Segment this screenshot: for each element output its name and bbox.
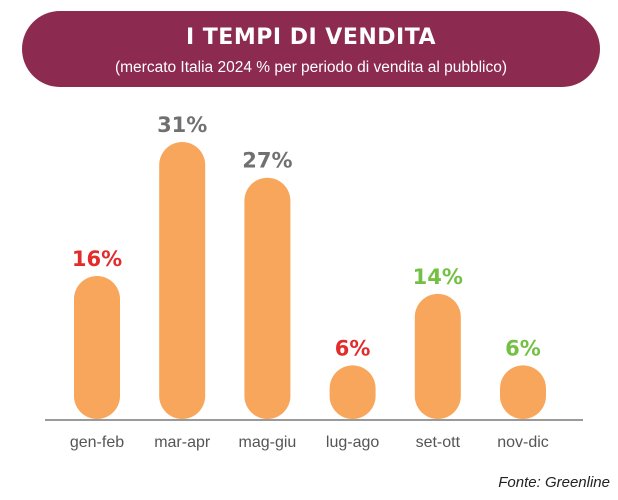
bar-lug-ago (329, 365, 376, 419)
value-label-nov-dic: 6% (505, 336, 541, 360)
header-banner: I TEMPI DI VENDITA (mercato Italia 2024 … (22, 11, 600, 87)
bar-mag-giu (244, 177, 291, 419)
value-label-gen-feb: 16% (72, 247, 122, 271)
category-label-set-ott: set-ott (416, 434, 461, 451)
value-label-mar-apr: 31% (157, 113, 207, 137)
category-label-lug-ago: lug-ago (326, 434, 379, 451)
bar-nov-dic (500, 365, 546, 419)
chart-title: I TEMPI DI VENDITA (185, 25, 437, 50)
chart-subtitle: (mercato Italia 2024 % per periodo di ve… (114, 59, 508, 76)
category-label-gen-feb: gen-feb (70, 434, 124, 451)
value-label-set-ott: 14% (413, 265, 463, 289)
bar-mar-apr (159, 142, 206, 419)
bar-set-ott (414, 293, 461, 419)
source-note: Fonte: Greenline (498, 474, 610, 491)
category-label-mag-giu: mag-giu (238, 434, 296, 451)
value-label-mag-giu: 27% (242, 149, 292, 173)
bar-gen-feb (74, 276, 120, 419)
value-label-lug-ago: 6% (335, 336, 371, 360)
category-label-mar-apr: mar-apr (154, 434, 211, 451)
category-label-nov-dic: nov-dic (497, 434, 549, 451)
